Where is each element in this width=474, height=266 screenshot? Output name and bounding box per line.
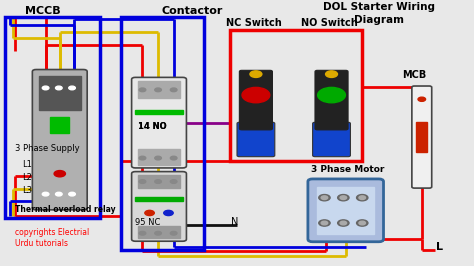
Circle shape xyxy=(250,71,262,77)
Circle shape xyxy=(69,192,75,196)
FancyBboxPatch shape xyxy=(412,86,432,188)
FancyBboxPatch shape xyxy=(239,70,273,130)
Circle shape xyxy=(340,221,346,225)
Circle shape xyxy=(139,156,146,160)
Circle shape xyxy=(337,220,349,226)
Text: Contactor: Contactor xyxy=(161,6,223,16)
Circle shape xyxy=(340,196,346,200)
Text: copyrights Electrial: copyrights Electrial xyxy=(15,228,89,237)
FancyBboxPatch shape xyxy=(315,70,348,130)
Bar xyxy=(416,122,428,152)
Circle shape xyxy=(42,192,49,196)
Circle shape xyxy=(318,87,346,103)
FancyBboxPatch shape xyxy=(313,122,350,157)
Text: L3: L3 xyxy=(22,186,32,195)
Text: 3 Phase Supply: 3 Phase Supply xyxy=(15,144,80,153)
Text: 3 Phase Motor: 3 Phase Motor xyxy=(311,165,385,174)
Text: 14 NO: 14 NO xyxy=(138,122,166,131)
Text: Diagram: Diagram xyxy=(354,15,404,25)
Circle shape xyxy=(319,220,330,226)
FancyBboxPatch shape xyxy=(32,69,87,210)
FancyBboxPatch shape xyxy=(308,179,383,242)
Text: Thermal overload relay: Thermal overload relay xyxy=(15,205,116,214)
Circle shape xyxy=(155,88,161,92)
FancyBboxPatch shape xyxy=(132,172,186,241)
Circle shape xyxy=(359,221,365,225)
Text: 14 NO: 14 NO xyxy=(138,122,166,131)
Text: 95 NC: 95 NC xyxy=(136,218,161,227)
Bar xyxy=(136,197,182,201)
Bar xyxy=(138,226,180,238)
Circle shape xyxy=(139,231,146,235)
Bar xyxy=(138,81,180,98)
Circle shape xyxy=(337,194,349,201)
Circle shape xyxy=(418,97,426,101)
Text: NO Switch: NO Switch xyxy=(301,18,357,28)
Circle shape xyxy=(139,180,146,183)
Circle shape xyxy=(321,221,328,225)
Circle shape xyxy=(359,196,365,200)
Circle shape xyxy=(242,87,270,103)
Text: L1: L1 xyxy=(22,160,32,169)
Circle shape xyxy=(55,192,62,196)
Bar xyxy=(138,149,180,165)
Circle shape xyxy=(155,231,161,235)
Bar xyxy=(136,110,182,114)
FancyBboxPatch shape xyxy=(132,77,186,168)
FancyBboxPatch shape xyxy=(237,122,275,157)
Text: MCB: MCB xyxy=(402,70,426,80)
Circle shape xyxy=(170,180,177,183)
Circle shape xyxy=(139,88,146,92)
Circle shape xyxy=(55,86,62,90)
Circle shape xyxy=(42,86,49,90)
Bar xyxy=(50,117,69,133)
Circle shape xyxy=(155,156,161,160)
Text: N: N xyxy=(231,217,238,227)
Circle shape xyxy=(356,220,368,226)
Text: Urdu tutorials: Urdu tutorials xyxy=(15,239,68,248)
Text: NC Switch: NC Switch xyxy=(226,18,282,28)
Text: DOL Starter Wiring: DOL Starter Wiring xyxy=(323,2,435,12)
Circle shape xyxy=(356,194,368,201)
Bar xyxy=(38,76,81,110)
Bar xyxy=(318,187,374,234)
Text: L: L xyxy=(436,242,443,252)
Circle shape xyxy=(69,86,75,90)
Circle shape xyxy=(155,180,161,183)
Text: L2: L2 xyxy=(22,173,32,182)
Circle shape xyxy=(326,71,337,77)
Circle shape xyxy=(170,156,177,160)
Circle shape xyxy=(170,231,177,235)
Text: MCCB: MCCB xyxy=(26,6,61,16)
Circle shape xyxy=(170,88,177,92)
Bar xyxy=(138,175,180,188)
Circle shape xyxy=(145,210,155,215)
Circle shape xyxy=(319,194,330,201)
Circle shape xyxy=(321,196,328,200)
Circle shape xyxy=(54,171,65,177)
Circle shape xyxy=(164,210,173,215)
